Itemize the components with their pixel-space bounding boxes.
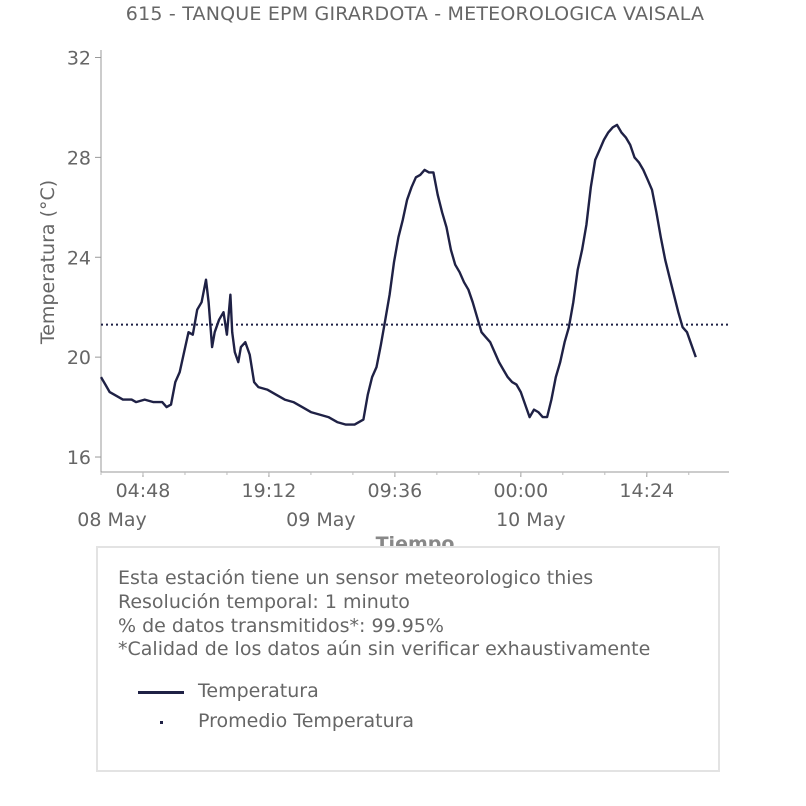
x-tick-time-label: 14:24 bbox=[619, 480, 674, 502]
x-tick-date-label: 08 May bbox=[77, 509, 147, 531]
chart-title: 615 - TANQUE EPM GIRARDOTA - METEOROLOGI… bbox=[125, 3, 705, 25]
legend-dotted-line-icon bbox=[160, 721, 163, 724]
x-tick-date-label: 10 May bbox=[496, 509, 566, 531]
y-tick-label: 32 bbox=[67, 47, 91, 69]
temperature-series-line bbox=[99, 123, 697, 426]
x-tick-time-label: 04:48 bbox=[116, 480, 171, 502]
info-line-resolution: Resolución temporal: 1 minuto bbox=[118, 591, 410, 613]
y-axis-label: Temperatura (°C) bbox=[37, 180, 59, 345]
y-tick-label: 28 bbox=[67, 147, 91, 169]
legend-item-temperatura: Temperatura bbox=[198, 680, 319, 702]
x-tick-time-label: 00:00 bbox=[493, 480, 548, 502]
y-ticks: 16 20 24 28 32 bbox=[67, 47, 101, 469]
legend-item-promedio: Promedio Temperatura bbox=[198, 710, 415, 732]
x-ticks: 04:48 19:12 09:36 00:00 14:24 08 May 09 May 10 … bbox=[77, 472, 690, 531]
legend-solid-line-icon bbox=[138, 691, 184, 694]
info-line-transmitted: % de datos transmitidos*: 99.95% bbox=[118, 615, 444, 637]
x-tick-time-label: 19:12 bbox=[242, 480, 297, 502]
y-tick-label: 20 bbox=[67, 347, 91, 369]
x-tick-date-label: 09 May bbox=[286, 509, 356, 531]
axes bbox=[100, 50, 729, 473]
y-tick-label: 24 bbox=[67, 247, 91, 269]
info-line-quality: *Calidad de los datos aún sin verificar … bbox=[118, 638, 651, 660]
info-legend-box: Esta estación tiene un sensor meteorolog… bbox=[96, 546, 720, 772]
temperature-chart: 16 20 24 28 32 04:48 19:12 09:36 00:00 14:24 08 M… bbox=[37, 47, 729, 531]
x-tick-time-label: 09:36 bbox=[368, 480, 423, 502]
info-line-sensor: Esta estación tiene un sensor meteorolog… bbox=[118, 567, 594, 589]
y-tick-label: 16 bbox=[67, 447, 91, 469]
